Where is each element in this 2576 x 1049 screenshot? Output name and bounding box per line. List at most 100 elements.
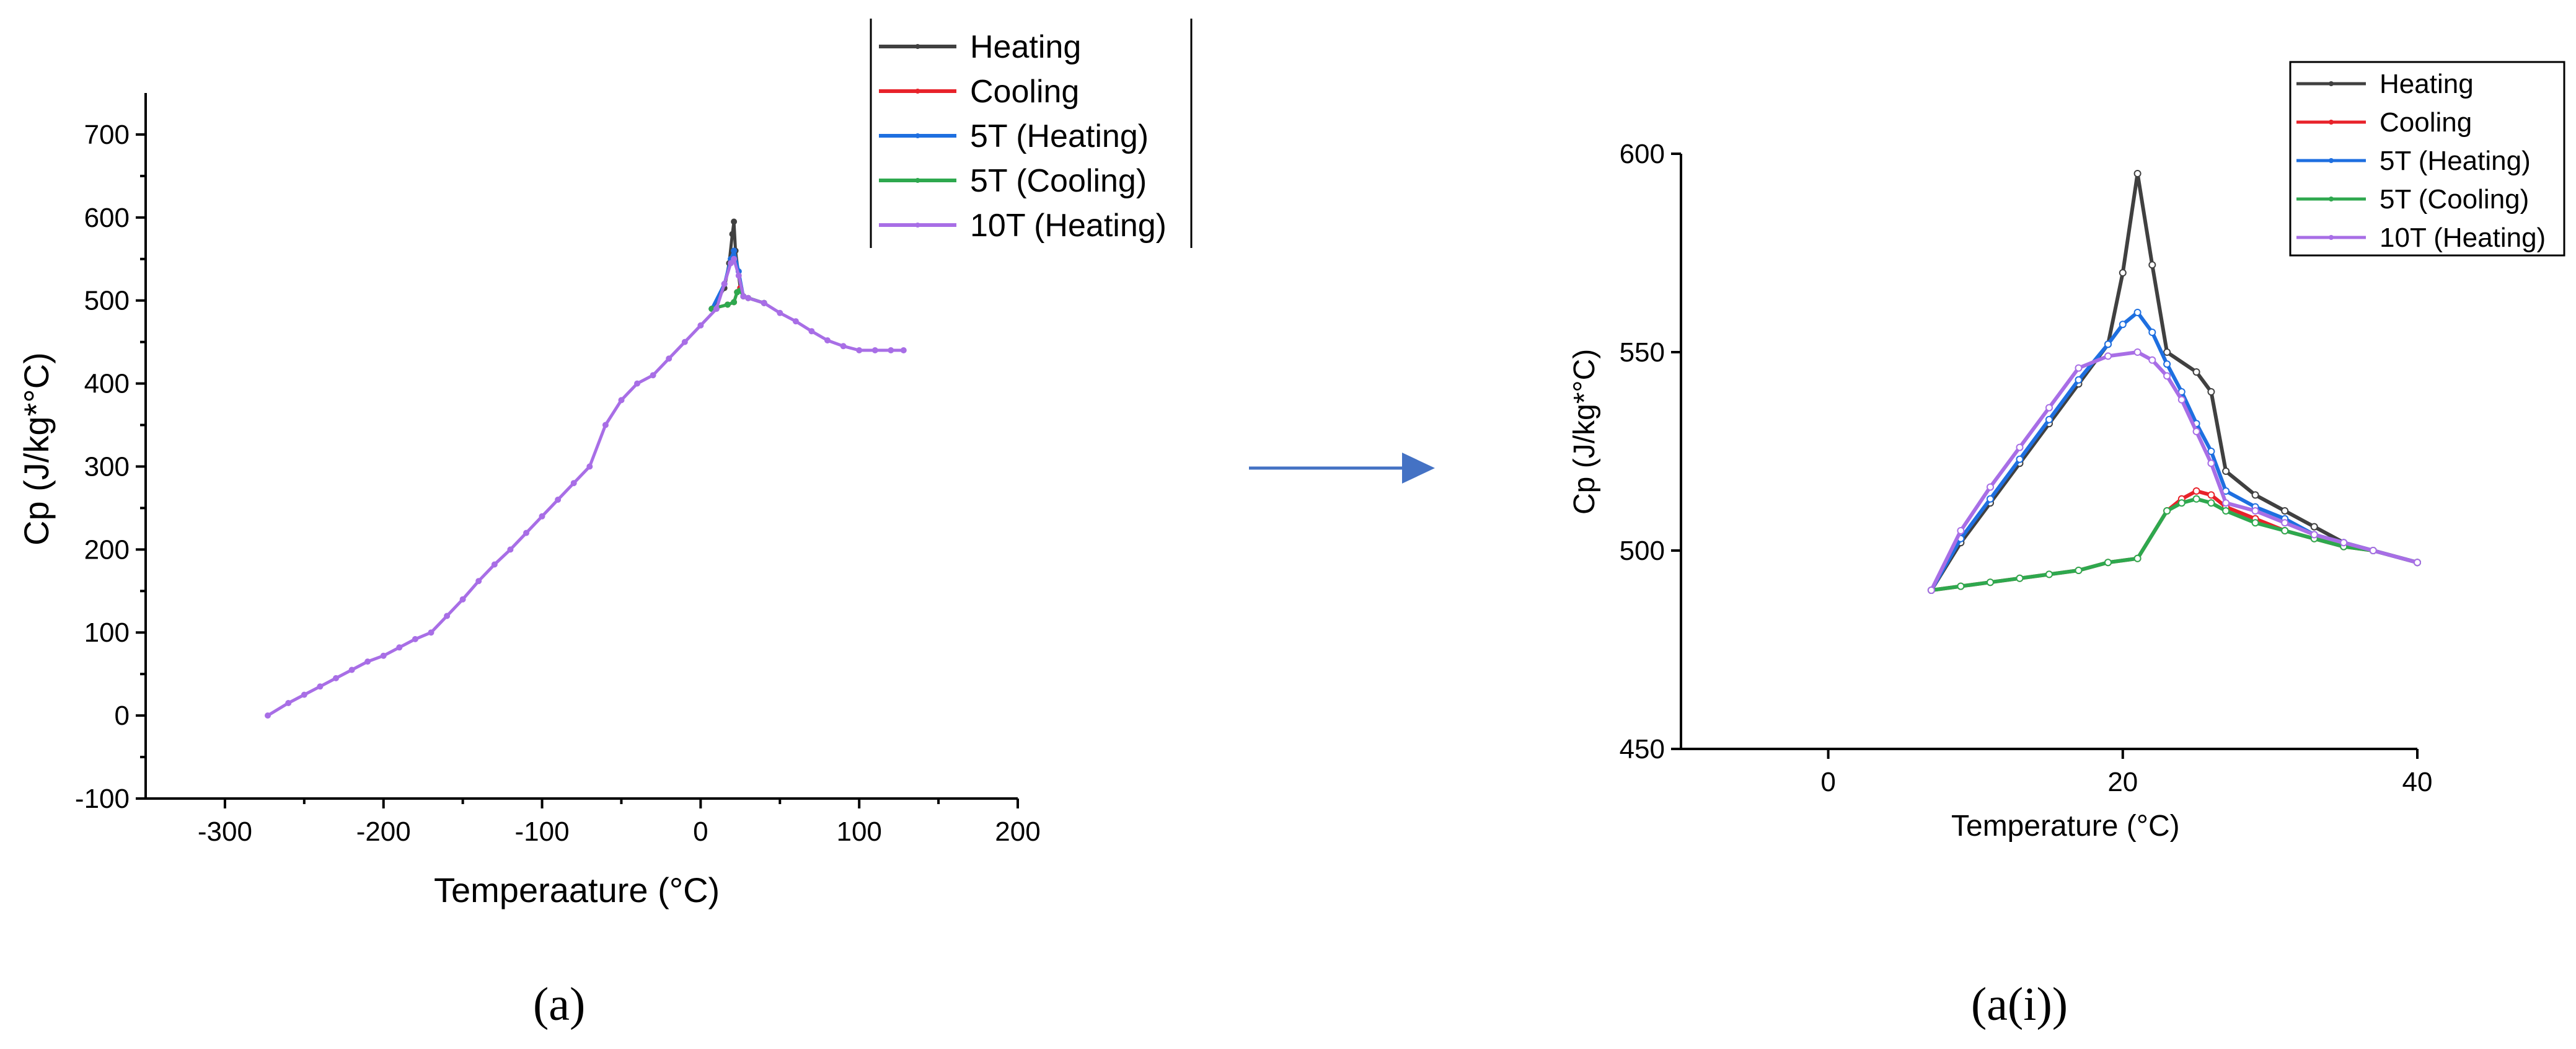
x-tick-label: 40 xyxy=(2402,767,2433,797)
legend-marker xyxy=(915,44,920,49)
data-point xyxy=(602,422,609,428)
data-point xyxy=(777,309,783,316)
legend-right-items: Heating Cooling 5T (Heating) 5T (Cooling) 10… xyxy=(2296,69,2546,253)
data-point xyxy=(2148,329,2156,336)
data-point xyxy=(1957,527,1965,534)
data-point xyxy=(650,372,656,379)
legend-left: Heating Cooling 5T (Heating) 5T (Cooling) 10… xyxy=(870,19,1193,248)
data-point xyxy=(2251,507,2259,515)
data-point xyxy=(1987,483,1994,491)
data-point xyxy=(2119,321,2127,329)
series-line-10t-heating xyxy=(1930,350,2418,591)
x-ticks-right: 0 20 40 xyxy=(1820,749,2432,797)
data-point xyxy=(1927,586,1935,594)
legend-marker xyxy=(2329,158,2334,163)
data-point xyxy=(731,299,738,306)
data-point xyxy=(728,260,734,267)
x-axis-title-left: Temperaature (°C) xyxy=(434,870,720,910)
y-ticks-right: 450 500 550 600 xyxy=(1620,139,1681,764)
data-point xyxy=(2222,499,2230,507)
y-ticks-left: -100 0 100 200 300 400 500 600 700 xyxy=(75,120,146,814)
data-point xyxy=(840,343,847,350)
x-axis-title-right: Temperature (°C) xyxy=(1951,810,2180,843)
data-point xyxy=(475,578,482,585)
data-point xyxy=(681,339,688,345)
data-point xyxy=(745,294,752,301)
data-point xyxy=(697,322,704,329)
data-point xyxy=(570,480,577,487)
series-group-right xyxy=(1927,170,2421,594)
x-tick-label: -200 xyxy=(356,817,411,847)
transition-arrow xyxy=(1249,453,1435,484)
legend-marker xyxy=(2329,120,2334,125)
data-point xyxy=(2104,352,2112,360)
y-tick-label: 200 xyxy=(84,534,130,565)
y-tick-label: 300 xyxy=(84,451,130,482)
legend-right: Heating Cooling 5T (Heating) 5T (Cooling) 10… xyxy=(2289,61,2565,257)
y-axis-title-left: Cp (J/kg*°C) xyxy=(17,352,56,546)
data-point xyxy=(824,337,831,343)
data-point xyxy=(618,397,625,404)
data-point xyxy=(412,635,418,642)
arrow-head xyxy=(1402,453,1435,484)
legend-marker xyxy=(2329,81,2334,86)
data-point xyxy=(724,301,731,308)
data-point xyxy=(265,712,271,719)
data-point xyxy=(731,255,738,262)
x-tick-label: 200 xyxy=(995,817,1040,847)
data-point xyxy=(285,700,292,706)
data-point xyxy=(729,231,736,237)
x-tick-label: 0 xyxy=(1820,767,1835,797)
data-point xyxy=(2207,459,2215,467)
legend-marker xyxy=(2329,235,2334,240)
data-point xyxy=(2340,539,2348,547)
y-tick-label: 700 xyxy=(84,120,130,150)
y-tick-label: 500 xyxy=(84,286,130,316)
data-point xyxy=(2163,372,2171,380)
data-point xyxy=(731,247,738,254)
y-tick-label: 450 xyxy=(1620,734,1665,764)
data-point xyxy=(731,218,738,225)
data-point xyxy=(856,347,863,353)
data-point xyxy=(396,644,403,651)
data-point xyxy=(2251,519,2259,527)
data-point xyxy=(792,318,799,325)
y-tick-label: 600 xyxy=(84,203,130,233)
data-point xyxy=(2192,368,2200,376)
data-point xyxy=(2104,340,2112,348)
data-point xyxy=(2310,523,2318,531)
data-point xyxy=(2414,559,2421,567)
data-point xyxy=(735,272,742,279)
data-point xyxy=(2281,527,2289,534)
series-group-left xyxy=(265,218,907,719)
x-tick-label: 20 xyxy=(2107,767,2138,797)
data-point xyxy=(301,691,307,698)
data-point xyxy=(2222,467,2230,475)
legend-label: 5T (Cooling) xyxy=(2380,184,2529,215)
data-point xyxy=(2192,428,2200,435)
data-point xyxy=(507,546,514,553)
legend-label: 10T (Heating) xyxy=(970,208,1167,244)
data-point xyxy=(1987,495,1994,503)
series-line-heating xyxy=(1930,172,2418,591)
legend-marker xyxy=(915,178,920,183)
data-point xyxy=(634,380,640,387)
data-point xyxy=(380,652,387,659)
data-point xyxy=(2045,570,2053,578)
data-point xyxy=(2207,491,2215,499)
y-tick-label: 550 xyxy=(1620,337,1665,368)
legend-left-items: Heating Cooling 5T (Heating) 5T (Cooling) 10… xyxy=(879,29,1167,244)
caption-left: (a) xyxy=(533,978,585,1030)
data-point xyxy=(2163,360,2171,368)
x-tick-label: -300 xyxy=(198,817,252,847)
data-point xyxy=(2177,499,2186,507)
legend-label: Heating xyxy=(2380,69,2474,99)
data-point xyxy=(1957,582,1965,590)
y-tick-label: 100 xyxy=(84,617,130,648)
data-point xyxy=(2192,487,2200,495)
x-tick-label: 0 xyxy=(693,817,708,847)
data-point xyxy=(2016,574,2024,582)
data-point xyxy=(721,280,728,287)
data-point xyxy=(2163,507,2171,515)
